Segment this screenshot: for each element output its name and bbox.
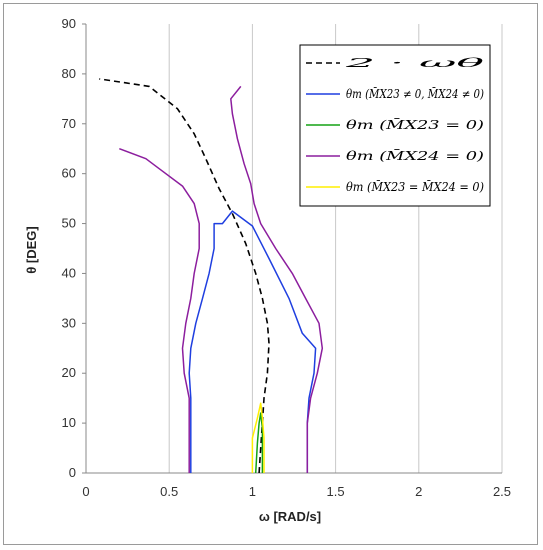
x-axis-label: ω [RAD/s] (259, 509, 321, 524)
x-tick-label: 0 (82, 484, 89, 499)
axis-layer: 0 0.5 1 1.5 2 2.5 0 10 20 30 40 50 60 70 80 90 (62, 16, 512, 499)
y-tick-label: 30 (62, 315, 76, 330)
series-line-1-0 (188, 210, 317, 473)
legend-entry: 2 · ωθ (342, 56, 487, 70)
y-tick-label: 10 (62, 415, 76, 430)
legend-entry: θm (M̄X24 = 0) (346, 148, 484, 163)
y-tick-label: 20 (62, 365, 76, 380)
legend-entry: θm (M̄X23 ≠ 0, M̄X24 ≠ 0) (346, 86, 484, 101)
x-tick-label: 0.5 (160, 484, 178, 499)
legend-entry: θm (M̄X23 = 0) (346, 117, 484, 132)
y-tick-label: 50 (62, 216, 76, 231)
y-tick-label: 0 (69, 465, 76, 480)
series-line-4-0 (251, 402, 265, 473)
y-tick-label: 90 (62, 16, 76, 31)
x-tick-label: 1.5 (327, 484, 345, 499)
legend: 2 · ωθ θm (M̄X23 ≠ 0, M̄X24 ≠ 0) θm (M̄X23… (299, 44, 491, 207)
x-tick-label: 2 (415, 484, 422, 499)
series-line-2-0 (254, 412, 264, 474)
x-tick-label: 1 (249, 484, 256, 499)
y-axis-label: θ [DEG] (24, 226, 39, 273)
y-tick-label: 40 (62, 265, 76, 280)
series-layer (99, 78, 324, 474)
series-line-0-0 (99, 78, 270, 474)
series-line-3-1 (230, 85, 324, 473)
y-tick-label: 60 (62, 166, 76, 181)
series-line-3-0 (119, 147, 200, 473)
legend-entry: θm (M̄X23 = M̄X24 = 0) (346, 179, 484, 194)
y-tick-label: 70 (62, 116, 76, 131)
x-tick-label: 2.5 (493, 484, 511, 499)
y-tick-label: 80 (62, 66, 76, 81)
